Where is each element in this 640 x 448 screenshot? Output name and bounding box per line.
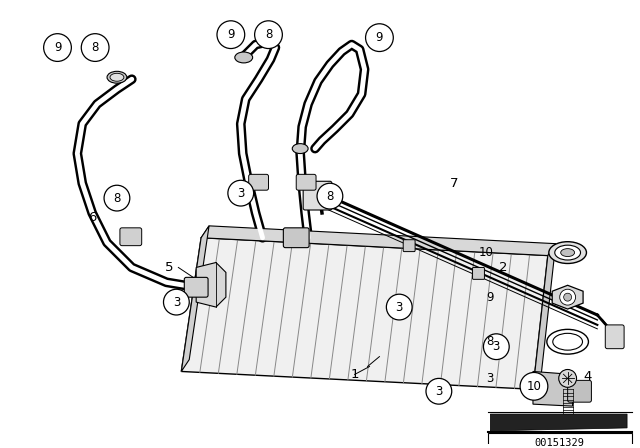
Text: 7: 7 [449, 177, 458, 190]
Text: 4: 4 [583, 370, 591, 383]
Ellipse shape [292, 144, 308, 154]
Ellipse shape [555, 245, 580, 260]
Text: 1: 1 [351, 368, 359, 381]
Text: 3: 3 [237, 187, 244, 200]
FancyBboxPatch shape [488, 433, 632, 448]
Circle shape [44, 34, 72, 61]
Text: 3: 3 [486, 372, 493, 385]
Circle shape [104, 185, 130, 211]
Text: 3: 3 [173, 296, 180, 309]
Polygon shape [490, 414, 627, 431]
Circle shape [483, 334, 509, 360]
Circle shape [255, 21, 282, 48]
Circle shape [559, 370, 577, 388]
Text: 3: 3 [396, 301, 403, 314]
Circle shape [560, 289, 575, 305]
Ellipse shape [561, 249, 575, 257]
FancyBboxPatch shape [303, 181, 332, 210]
FancyBboxPatch shape [284, 228, 309, 248]
Ellipse shape [110, 73, 124, 81]
Circle shape [163, 289, 189, 315]
FancyBboxPatch shape [249, 174, 269, 190]
Polygon shape [552, 285, 583, 309]
Circle shape [426, 379, 452, 404]
Ellipse shape [549, 242, 586, 263]
Circle shape [365, 24, 394, 52]
Text: 8: 8 [92, 41, 99, 54]
FancyBboxPatch shape [568, 380, 591, 402]
Text: 10: 10 [479, 246, 493, 259]
Text: 3: 3 [493, 340, 500, 353]
Text: 9: 9 [486, 291, 493, 304]
Circle shape [228, 180, 253, 206]
Text: 8: 8 [326, 190, 333, 202]
Text: 8: 8 [265, 28, 272, 41]
Text: 9: 9 [376, 31, 383, 44]
Polygon shape [181, 226, 209, 371]
Text: 2: 2 [499, 261, 508, 274]
Circle shape [317, 183, 343, 209]
Circle shape [387, 294, 412, 320]
FancyBboxPatch shape [296, 174, 316, 190]
Ellipse shape [547, 329, 588, 354]
Text: 6: 6 [88, 211, 97, 224]
Text: 9: 9 [227, 28, 235, 41]
Polygon shape [533, 244, 556, 389]
FancyBboxPatch shape [472, 267, 484, 280]
Polygon shape [196, 263, 226, 307]
Text: 5: 5 [165, 261, 173, 274]
Ellipse shape [553, 333, 582, 350]
Text: 8: 8 [486, 335, 493, 348]
FancyBboxPatch shape [605, 325, 624, 349]
Circle shape [81, 34, 109, 61]
Text: 8: 8 [113, 192, 120, 205]
FancyBboxPatch shape [120, 228, 141, 246]
Polygon shape [181, 238, 548, 389]
Circle shape [520, 372, 548, 400]
Text: 3: 3 [435, 385, 442, 398]
Text: 9: 9 [54, 41, 61, 54]
FancyBboxPatch shape [184, 277, 208, 297]
Circle shape [564, 293, 572, 301]
Polygon shape [201, 226, 556, 255]
Polygon shape [533, 371, 573, 406]
Ellipse shape [107, 71, 127, 83]
FancyBboxPatch shape [403, 240, 415, 252]
Text: 10: 10 [527, 380, 541, 393]
Ellipse shape [235, 52, 253, 63]
Circle shape [217, 21, 244, 48]
Text: 00151329: 00151329 [534, 438, 585, 448]
